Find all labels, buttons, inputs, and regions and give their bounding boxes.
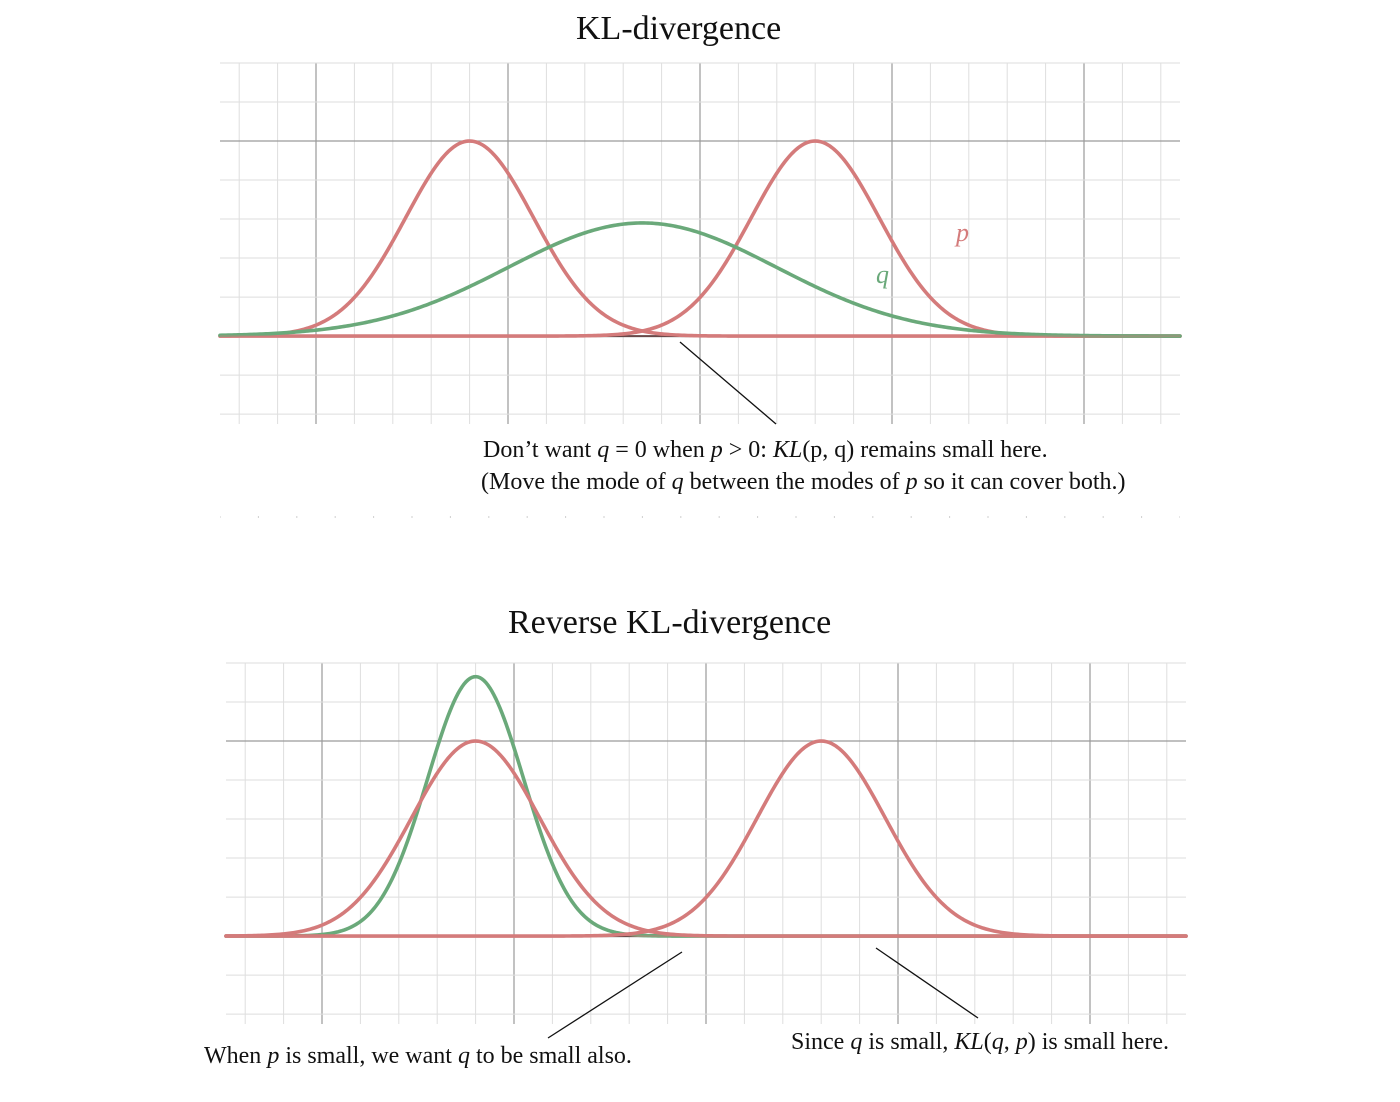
bottom-title: Reverse KL-divergence xyxy=(508,604,832,641)
top-title: KL-divergence xyxy=(576,10,782,47)
reverse-kl-note-left: When p is small, we want q to be small a… xyxy=(204,1043,632,1069)
kl-pointer-line xyxy=(679,341,777,425)
reverse-kl-plot xyxy=(224,662,1188,1024)
reverse-kl-left-pointer-line xyxy=(547,951,683,1039)
faint-tick-row xyxy=(220,516,1180,518)
kl-note-line-1: Don’t want q = 0 when p > 0: KL(p, q) re… xyxy=(483,437,1048,463)
reverse-kl-right-pointer-line xyxy=(875,947,979,1019)
kl-q-curve-1 xyxy=(218,221,1182,338)
kl-plot: pq xyxy=(218,62,1182,424)
kl-label-p: p xyxy=(954,218,969,247)
kl-note-line-2: (Move the mode of q between the modes of… xyxy=(481,469,1126,495)
reverse-kl-note-right: Since q is small, KL(q, p) is small here… xyxy=(791,1029,1169,1055)
kl-label-q: q xyxy=(876,260,889,289)
